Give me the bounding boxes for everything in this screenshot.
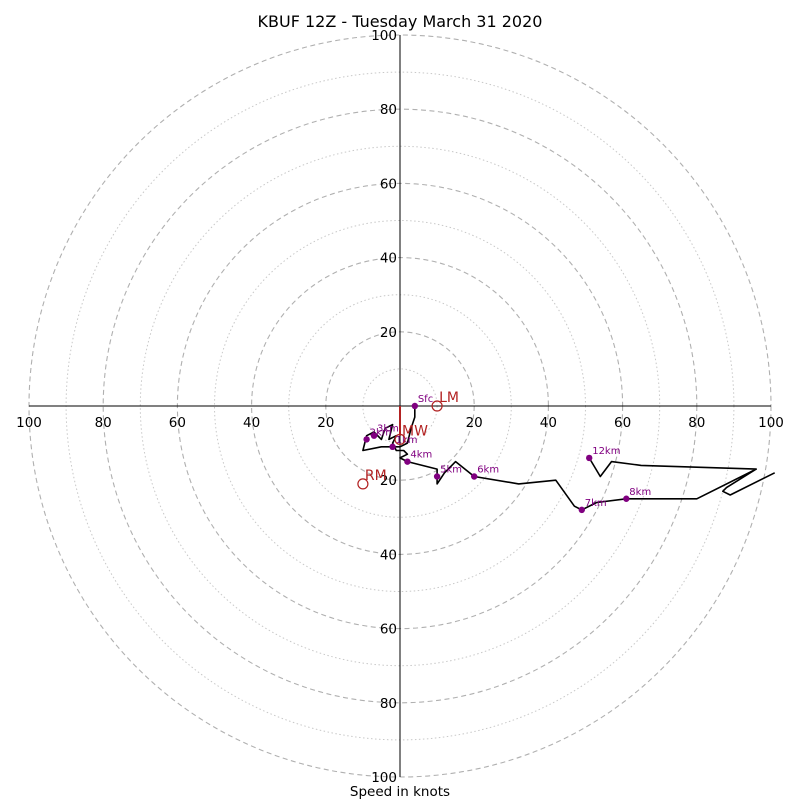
tick-labels: 100 80 60 40 20 20 40 60 80 100 20 40 60 80 100 20 40 60 8… bbox=[16, 28, 784, 786]
y-tick-label: 40 bbox=[380, 547, 397, 563]
x-tick-label: 80 bbox=[95, 415, 112, 431]
storm-motion-label: LM bbox=[439, 390, 459, 406]
x-tick-label: 40 bbox=[243, 415, 260, 431]
chart-title: KBUF 12Z - Tuesday March 31 2020 bbox=[258, 12, 543, 31]
x-axis-label: Speed in knots bbox=[350, 784, 450, 800]
height-marker bbox=[471, 473, 478, 480]
storm-motions: LM MW RM bbox=[357, 390, 459, 490]
y-tick-label: 100 bbox=[371, 28, 397, 44]
x-tick-label: 100 bbox=[16, 415, 42, 431]
hodograph-line bbox=[362, 406, 776, 511]
x-tick-label: 20 bbox=[317, 415, 334, 431]
storm-motion-label: MW bbox=[402, 423, 428, 439]
y-tick-label: 40 bbox=[380, 251, 397, 267]
storm-motion-label: RM bbox=[365, 468, 387, 484]
hodograph-trace bbox=[362, 406, 776, 511]
height-marker-label: Sfc bbox=[418, 394, 433, 405]
height-marker bbox=[370, 432, 378, 439]
x-tick-label: 80 bbox=[688, 415, 705, 431]
x-tick-label: 40 bbox=[540, 415, 557, 431]
height-marker-label: 3km bbox=[377, 424, 399, 435]
storm-motion-marker bbox=[357, 478, 369, 490]
y-tick-label: 100 bbox=[371, 770, 397, 786]
x-tick-label: 60 bbox=[169, 415, 186, 431]
height-marker-label: 7km bbox=[585, 498, 607, 509]
height-marker bbox=[578, 506, 585, 514]
storm-motion-marker bbox=[394, 433, 406, 445]
height-marker-label: 5km bbox=[440, 464, 462, 475]
height-marker bbox=[411, 402, 419, 410]
height-marker-label: 6km bbox=[477, 464, 499, 475]
x-tick-label: 20 bbox=[466, 415, 483, 431]
y-tick-label: 80 bbox=[380, 696, 397, 712]
height-marker bbox=[623, 495, 630, 502]
height-marker-label: 2km bbox=[370, 427, 392, 438]
y-tick-label: 80 bbox=[380, 102, 397, 118]
height-marker-label: 12km bbox=[592, 446, 620, 457]
y-tick-label: 20 bbox=[380, 473, 397, 489]
x-tick-label: 60 bbox=[614, 415, 631, 431]
y-tick-label: 60 bbox=[380, 176, 397, 192]
height-marker-label: 1km bbox=[396, 435, 418, 446]
height-marker bbox=[363, 436, 370, 443]
height-marker bbox=[404, 458, 411, 465]
y-tick-label: 20 bbox=[380, 325, 397, 341]
x-tick-label: 100 bbox=[758, 415, 784, 431]
height-marker-label: 4km bbox=[410, 450, 432, 461]
height-marker bbox=[389, 443, 396, 451]
y-tick-label: 60 bbox=[380, 622, 397, 638]
height-marker bbox=[586, 454, 593, 462]
storm-motion-marker bbox=[431, 400, 443, 412]
height-marker-label: 8km bbox=[629, 487, 651, 498]
height-marker bbox=[433, 473, 441, 480]
